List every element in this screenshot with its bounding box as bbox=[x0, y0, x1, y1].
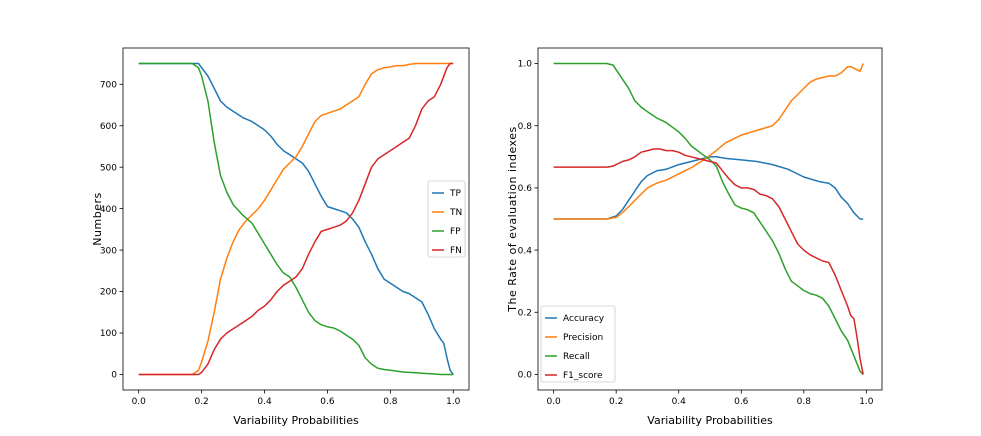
x-tick-label: 1.0 bbox=[859, 397, 874, 407]
x-tick-label: 0.6 bbox=[320, 397, 335, 407]
series-line-recall bbox=[553, 62, 864, 376]
y-tick-label: 0.8 bbox=[518, 122, 533, 132]
legend: TP TN FP FN bbox=[427, 180, 466, 258]
chart-right-rates: 0.0 0.2 0.4 0.6 0.8 1.0 0.0 0.2 0.4 0.6 0.8 1.0 Va… bbox=[506, 47, 883, 427]
legend-label-fn: FN bbox=[450, 246, 462, 256]
y-tick-label: 300 bbox=[100, 246, 117, 256]
series-lines bbox=[138, 62, 454, 376]
y-tick-label: 0.2 bbox=[518, 308, 532, 318]
x-tick-label: 0.2 bbox=[194, 397, 208, 407]
x-tick-label: 0.0 bbox=[132, 397, 147, 407]
series-line-fp bbox=[138, 62, 454, 376]
series-line-accuracy bbox=[553, 156, 864, 220]
x-tick-label: 0.0 bbox=[546, 397, 561, 407]
x-axis-label: Variability Probabilities bbox=[233, 414, 359, 427]
x-axis-ticks: 0.0 0.2 0.4 0.6 0.8 1.0 bbox=[546, 390, 874, 407]
series-line-precision bbox=[553, 63, 864, 220]
series-line-tp bbox=[138, 62, 454, 375]
x-axis-label: Variability Probabilities bbox=[647, 414, 773, 427]
x-tick-label: 1.0 bbox=[446, 397, 461, 407]
y-tick-label: 0 bbox=[111, 371, 117, 381]
y-tick-label: 500 bbox=[100, 163, 117, 173]
y-axis-label: Numbers bbox=[91, 192, 104, 245]
plot-frame bbox=[537, 47, 883, 391]
legend-label-f1-score: F1_score bbox=[563, 371, 603, 381]
y-tick-label: 100 bbox=[100, 329, 117, 339]
legend: Accuracy Precision Recall F1_score bbox=[540, 305, 616, 383]
x-axis-ticks: 0.0 0.2 0.4 0.6 0.8 1.0 bbox=[132, 390, 461, 407]
x-tick-label: 0.4 bbox=[257, 397, 272, 407]
x-tick-label: 0.8 bbox=[383, 397, 398, 407]
y-tick-label: 600 bbox=[100, 122, 117, 132]
legend-box bbox=[540, 305, 616, 383]
y-tick-label: 400 bbox=[100, 205, 117, 215]
y-tick-label: 0.4 bbox=[518, 246, 533, 256]
series-line-f1-score bbox=[553, 148, 864, 375]
x-tick-label: 0.4 bbox=[672, 397, 687, 407]
legend-label-fp: FP bbox=[450, 227, 461, 237]
x-tick-label: 0.2 bbox=[609, 397, 623, 407]
chart-left-numbers: 0.0 0.2 0.4 0.6 0.8 1.0 0 100 200 300 400 500 600 70… bbox=[91, 47, 470, 427]
y-axis-label: The Rate of evaluation indexes bbox=[506, 126, 519, 312]
x-tick-label: 0.8 bbox=[797, 397, 812, 407]
y-tick-label: 1.0 bbox=[518, 60, 533, 70]
legend-label-recall: Recall bbox=[563, 352, 590, 362]
legend-label-precision: Precision bbox=[563, 333, 603, 343]
plot-frame bbox=[122, 47, 470, 391]
legend-label-tn: TN bbox=[449, 208, 462, 218]
y-axis-ticks: 0.0 0.2 0.4 0.6 0.8 1.0 bbox=[518, 60, 538, 381]
series-line-fn bbox=[138, 62, 454, 376]
x-tick-label: 0.6 bbox=[734, 397, 749, 407]
series-lines bbox=[553, 62, 864, 376]
y-tick-label: 0.0 bbox=[518, 371, 533, 381]
y-tick-label: 700 bbox=[100, 80, 117, 90]
y-axis-ticks: 0 100 200 300 400 500 600 700 bbox=[100, 80, 123, 381]
legend-box bbox=[427, 180, 466, 258]
series-line-tn bbox=[138, 62, 454, 376]
legend-label-tp: TP bbox=[449, 189, 461, 199]
y-tick-label: 0.6 bbox=[518, 184, 533, 194]
y-tick-label: 200 bbox=[100, 288, 117, 298]
legend-label-accuracy: Accuracy bbox=[563, 314, 605, 324]
